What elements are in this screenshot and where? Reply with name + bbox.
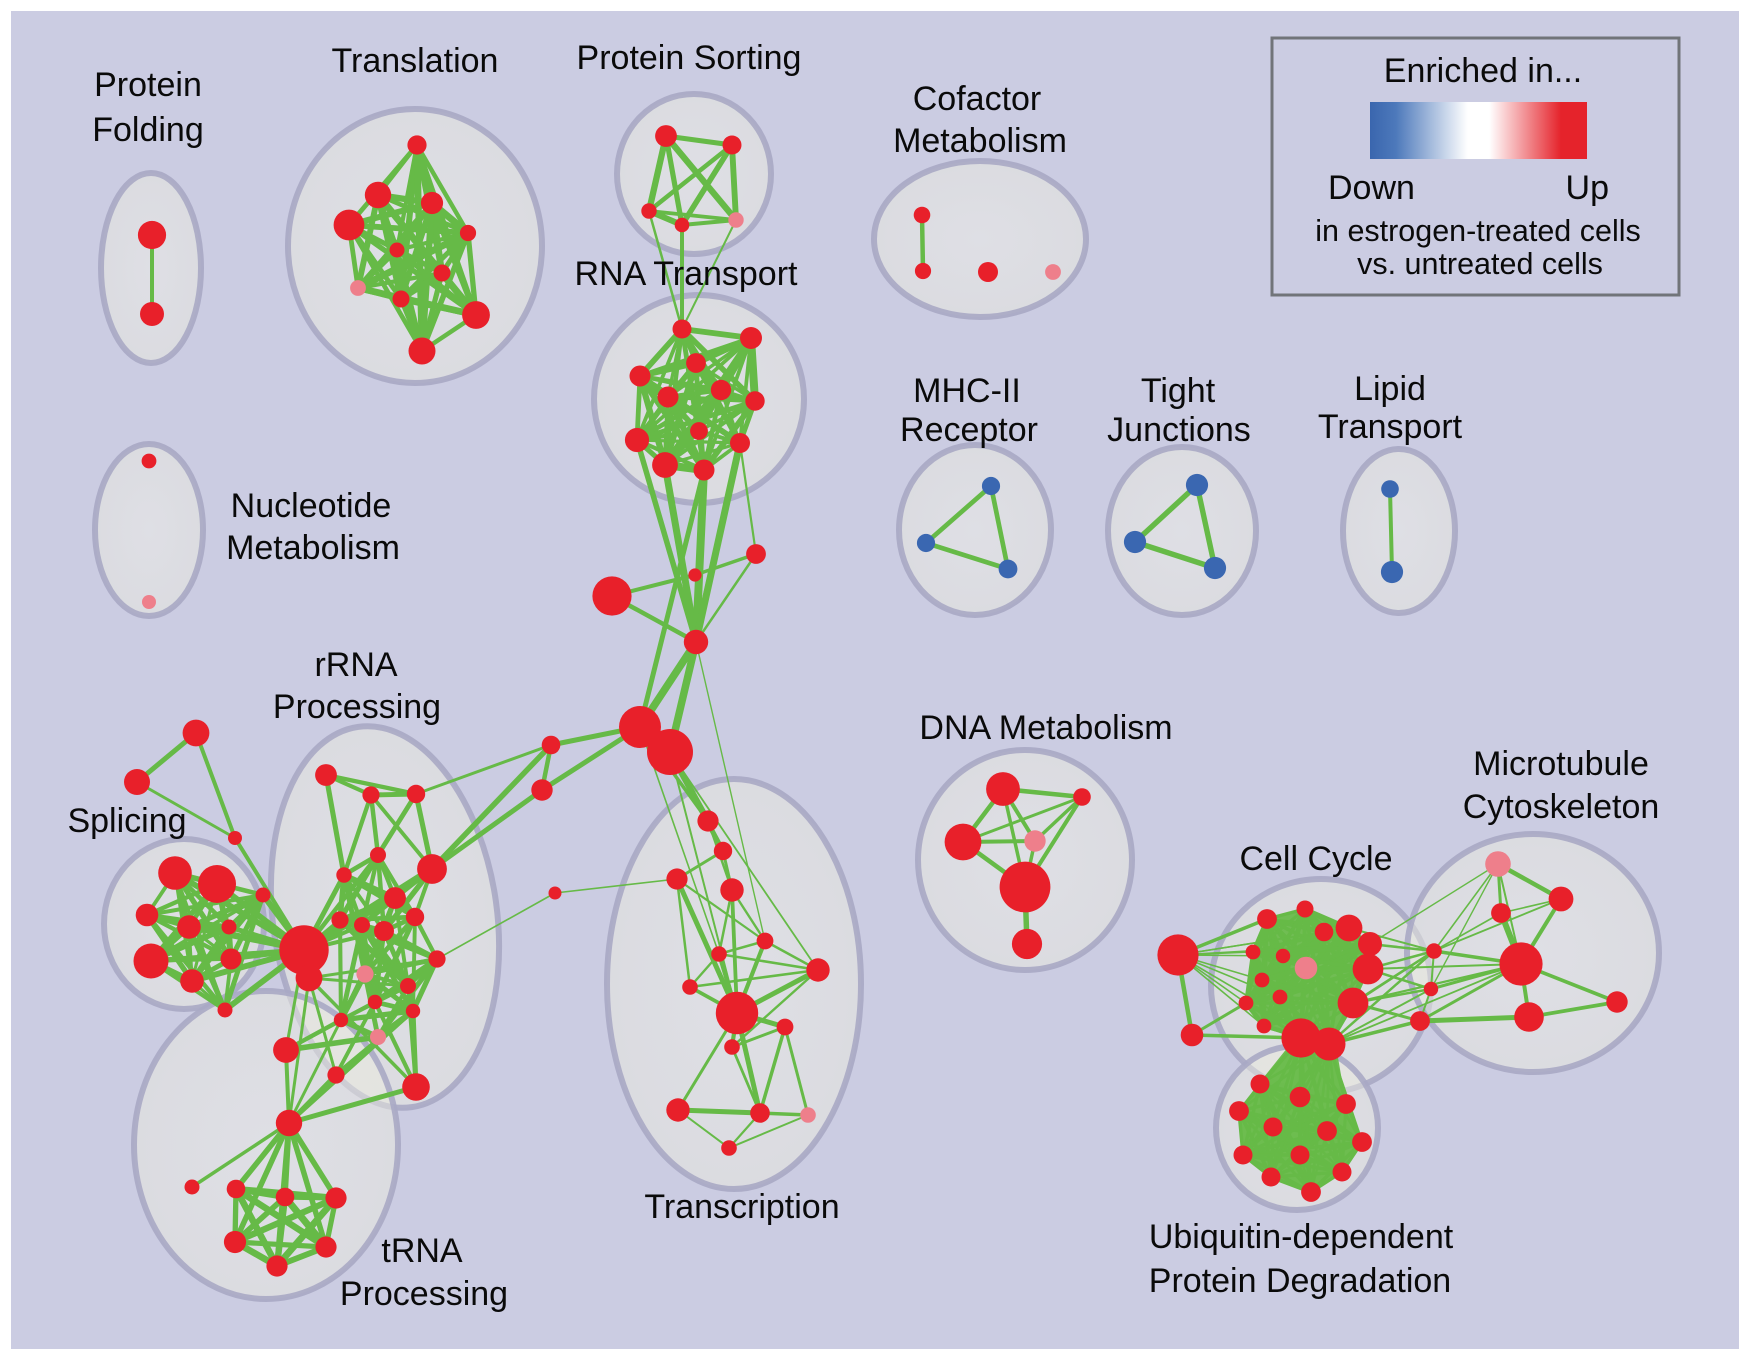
svg-text:Tight: Tight bbox=[1141, 372, 1216, 410]
svg-text:Protein: Protein bbox=[94, 66, 202, 104]
svg-text:Receptor: Receptor bbox=[900, 411, 1038, 449]
svg-text:Processing: Processing bbox=[273, 688, 441, 726]
svg-text:DNA Metabolism: DNA Metabolism bbox=[919, 709, 1172, 747]
svg-text:Metabolism: Metabolism bbox=[893, 122, 1067, 160]
svg-text:Transcription: Transcription bbox=[644, 1188, 839, 1226]
svg-text:RNA Transport: RNA Transport bbox=[575, 255, 799, 293]
svg-text:Lipid: Lipid bbox=[1354, 370, 1426, 408]
svg-text:Junctions: Junctions bbox=[1107, 411, 1251, 449]
svg-text:Down: Down bbox=[1328, 169, 1415, 207]
svg-text:Cell Cycle: Cell Cycle bbox=[1239, 840, 1392, 878]
svg-text:Cytoskeleton: Cytoskeleton bbox=[1463, 788, 1660, 826]
svg-text:Microtubule: Microtubule bbox=[1473, 745, 1649, 783]
svg-text:rRNA: rRNA bbox=[314, 646, 397, 684]
svg-text:Translation: Translation bbox=[332, 42, 499, 80]
svg-text:vs. untreated cells: vs. untreated cells bbox=[1357, 247, 1603, 281]
svg-text:Protein Degradation: Protein Degradation bbox=[1149, 1262, 1451, 1300]
svg-text:Protein Sorting: Protein Sorting bbox=[577, 39, 802, 77]
svg-text:tRNA: tRNA bbox=[381, 1232, 463, 1270]
svg-text:in estrogen-treated cells: in estrogen-treated cells bbox=[1315, 214, 1641, 248]
svg-text:Folding: Folding bbox=[92, 111, 204, 149]
svg-text:Enriched in...: Enriched in... bbox=[1384, 52, 1582, 90]
svg-text:MHC-II: MHC-II bbox=[913, 372, 1021, 410]
svg-text:Nucleotide: Nucleotide bbox=[231, 487, 392, 525]
svg-text:Ubiquitin-dependent: Ubiquitin-dependent bbox=[1149, 1218, 1454, 1256]
svg-text:Splicing: Splicing bbox=[67, 802, 186, 840]
svg-text:Transport: Transport bbox=[1318, 408, 1463, 446]
svg-text:Metabolism: Metabolism bbox=[226, 529, 400, 567]
svg-text:Cofactor: Cofactor bbox=[913, 80, 1042, 118]
svg-text:Processing: Processing bbox=[340, 1275, 508, 1313]
svg-text:Up: Up bbox=[1566, 169, 1609, 207]
